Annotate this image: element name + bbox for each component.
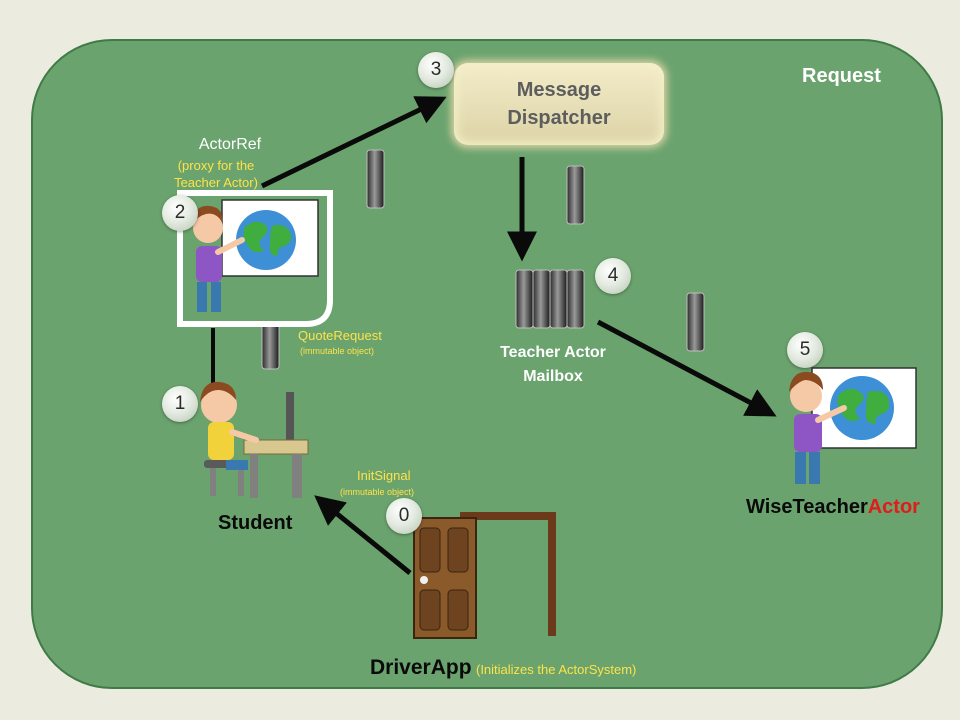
wise-teacher-label: WiseTeacherActor xyxy=(746,496,920,519)
quote-request-note: (immutable object) xyxy=(300,346,375,356)
actorref-note-line2: Teacher Actor) xyxy=(174,175,258,190)
message-token-icon xyxy=(686,292,705,352)
init-signal-note: (immutable object) xyxy=(340,487,415,497)
student-computer-icon xyxy=(200,381,309,498)
arrow-actorref-to-dispatcher xyxy=(260,96,447,189)
message-token-icon xyxy=(366,149,385,209)
step-badge-5: 5 xyxy=(787,332,823,368)
mailbox-label-line2: Mailbox xyxy=(523,368,583,385)
actorref-label: ActorRef xyxy=(198,136,262,153)
message-token-icon xyxy=(566,165,585,225)
dispatcher-label-line1: Message xyxy=(516,79,602,101)
driver-app-note: (Initializes the ActorSystem) xyxy=(475,662,637,677)
step-badge-1: 1 xyxy=(162,386,198,422)
actorref-note-line1: (proxy for the xyxy=(177,158,255,173)
driver-app-caption: DriverApp (Initializes the ActorSystem) xyxy=(370,656,636,680)
mailbox-label-line1: Teacher Actor xyxy=(500,344,606,361)
wise-teacher-label-part1: WiseTeacher xyxy=(746,496,868,518)
wise-teacher-label-part2: Actor xyxy=(867,496,920,518)
actorref-frame xyxy=(177,190,333,327)
door-icon xyxy=(413,512,556,639)
step-badge-4: 4 xyxy=(595,258,631,294)
step-badge-2: 2 xyxy=(162,195,198,231)
step-badge-0: 0 xyxy=(386,498,422,534)
arrow-driver-to-student xyxy=(314,495,412,575)
driver-app-label: DriverApp xyxy=(370,656,472,679)
quote-request-label: QuoteRequest xyxy=(298,328,382,343)
arrow-mailbox-to-teacher xyxy=(596,319,777,417)
teacher-globe-icon xyxy=(789,367,917,484)
dispatcher-label-line2: Dispatcher xyxy=(507,107,611,129)
diagram-title: Request xyxy=(802,65,881,87)
mailbox-icon xyxy=(515,269,585,329)
step-badge-3: 3 xyxy=(418,52,454,88)
init-signal-label: InitSignal xyxy=(357,468,411,483)
student-label: Student xyxy=(218,512,293,534)
message-dispatcher-box: Message Dispatcher xyxy=(454,63,664,145)
